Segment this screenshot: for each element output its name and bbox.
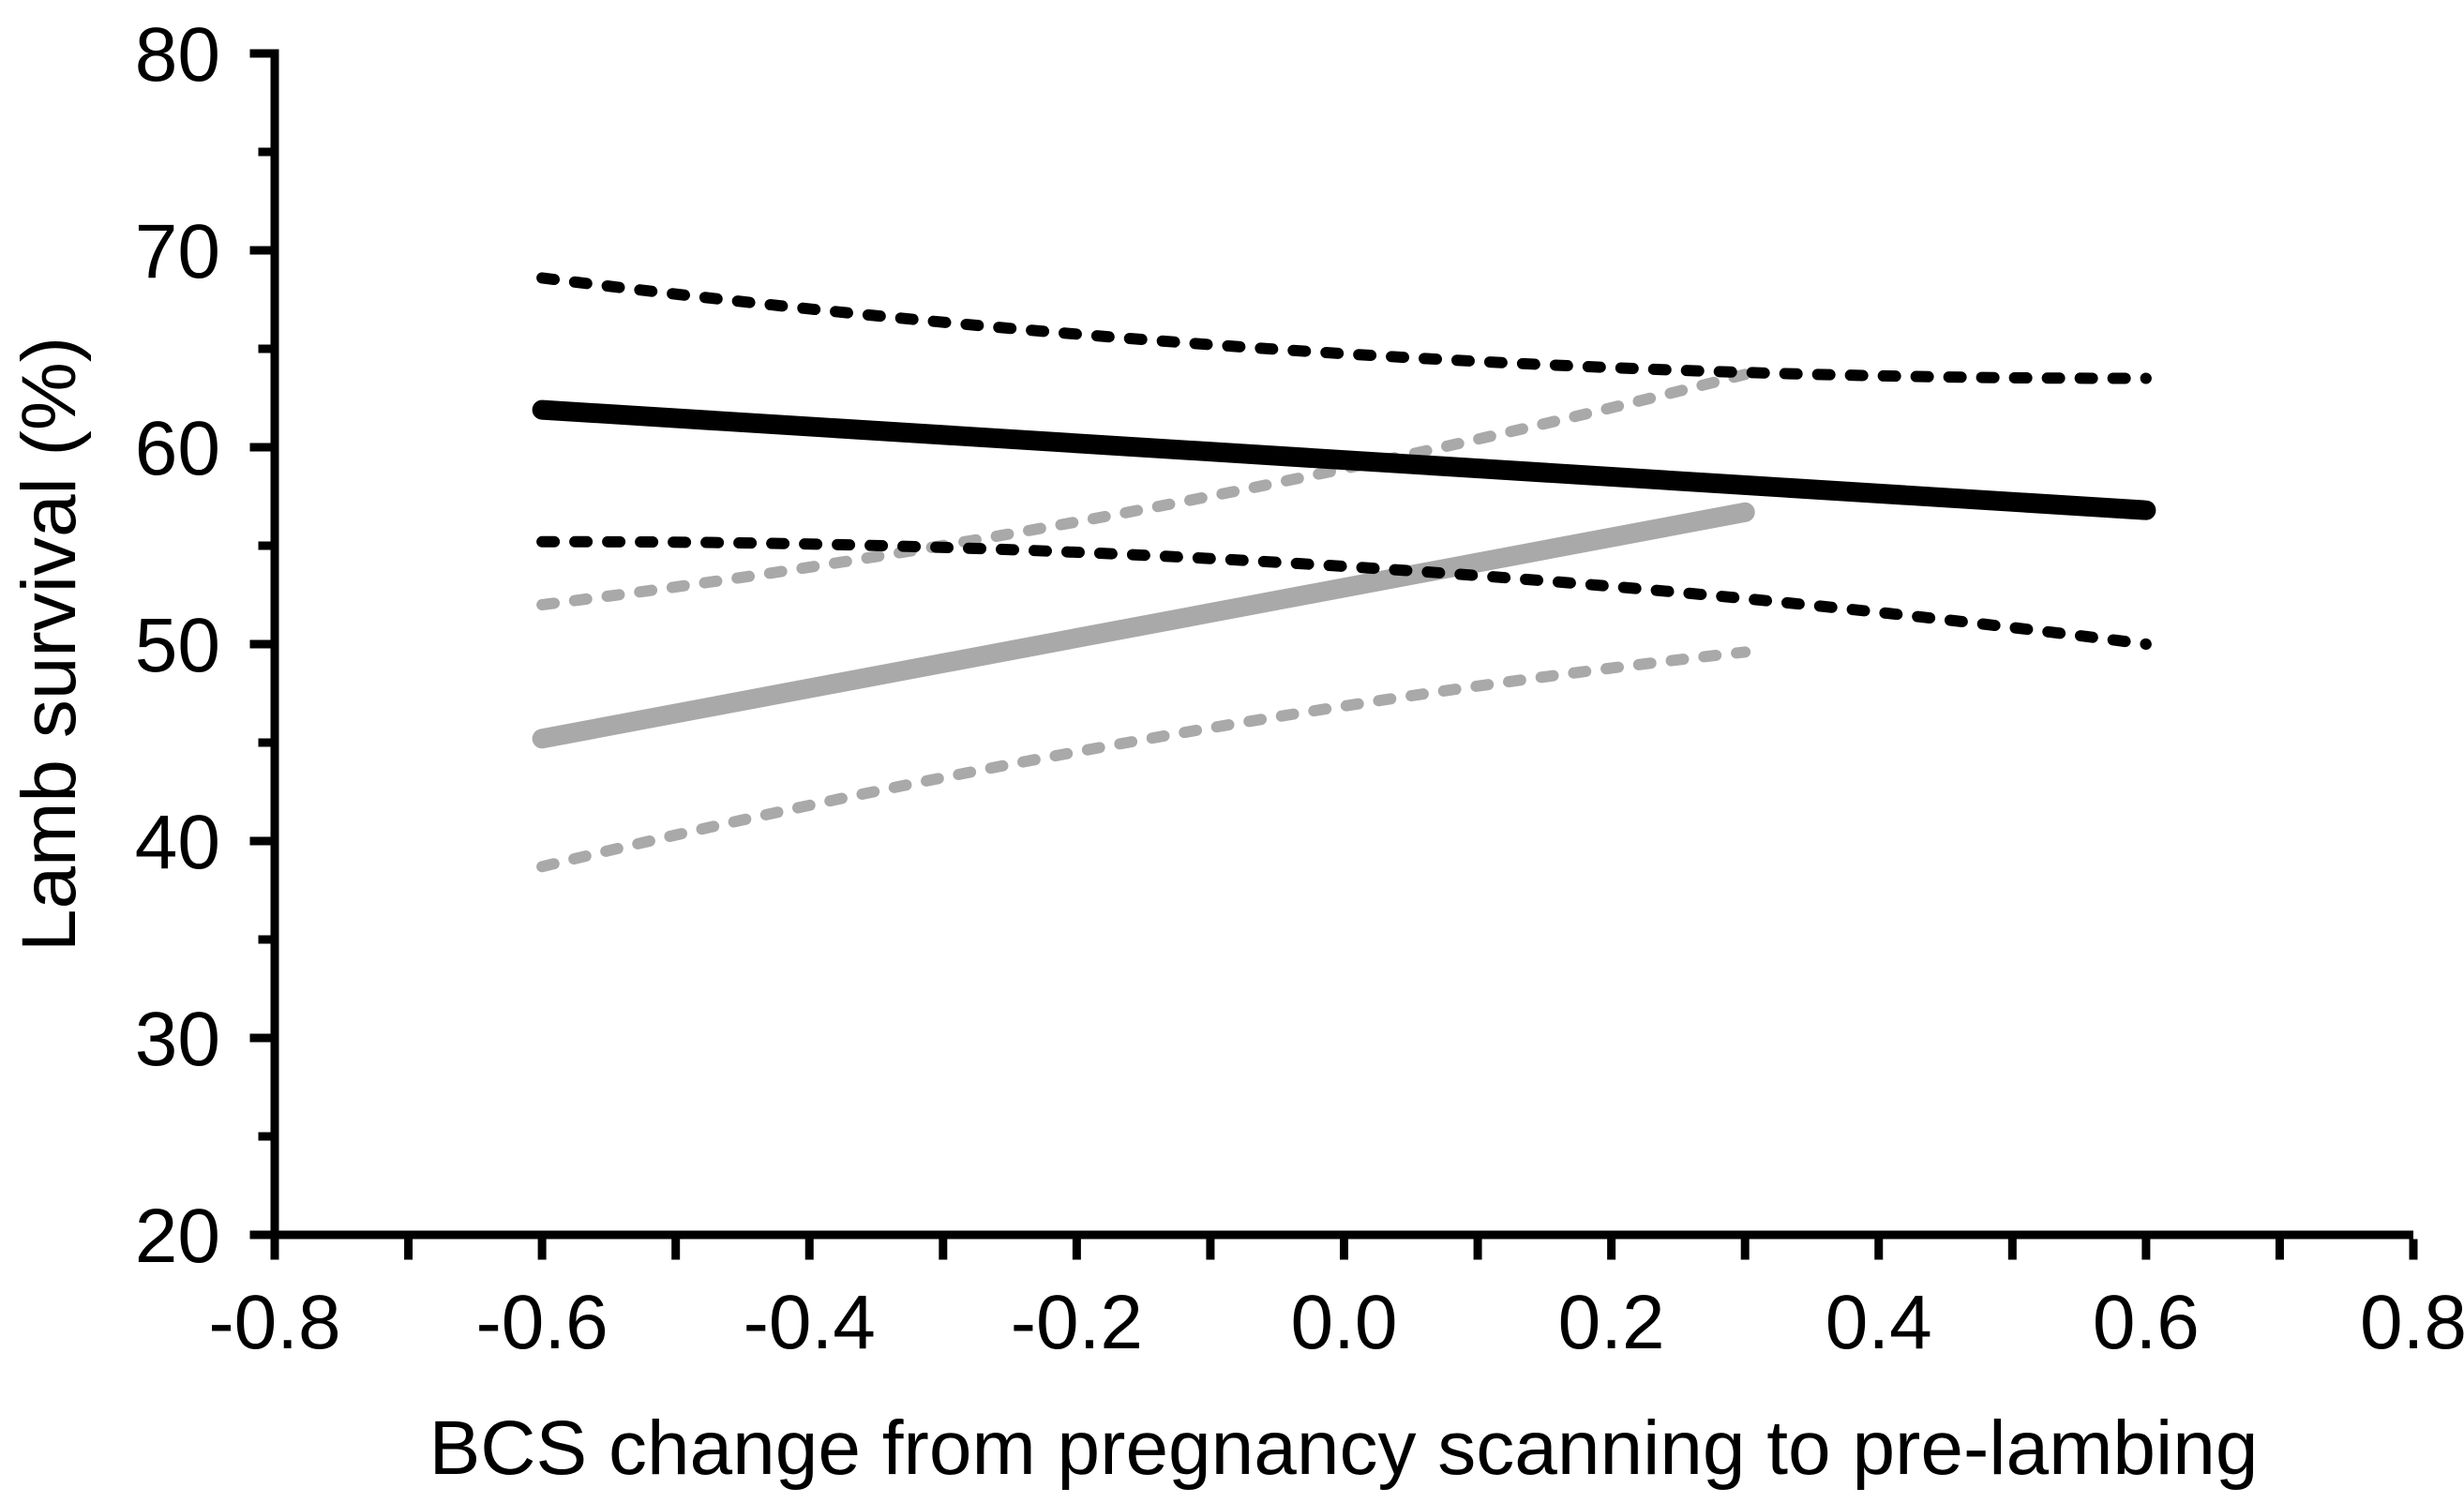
x-tick-label: -0.8 <box>208 1280 340 1365</box>
x-tick-label: 0.6 <box>2093 1280 2200 1365</box>
y-tick-label: 30 <box>135 997 220 1082</box>
x-tick-label: -0.4 <box>744 1280 876 1365</box>
gray-ci-upper <box>536 368 1751 610</box>
black-regression-line <box>532 399 2156 520</box>
x-tick-label: 0.8 <box>2360 1280 2464 1365</box>
y-tick-label: 60 <box>135 406 220 491</box>
x-tick-label: 0.2 <box>1558 1280 1665 1365</box>
axes: -0.8 -0.6 -0.4 -0.2 0.0 0.2 0.4 0.6 0.8 20 30 40 50 6… <box>135 12 2464 1365</box>
x-tick-label: -0.2 <box>1011 1280 1143 1365</box>
y-tick-label: 50 <box>135 603 220 688</box>
black-ci-upper <box>536 272 2152 384</box>
x-tick-label: 0.0 <box>1291 1280 1398 1365</box>
y-axis-title: Lamb survival (%) <box>7 337 92 952</box>
y-tick-label: 80 <box>135 12 220 98</box>
gray-regression-line <box>532 502 1755 749</box>
x-tick-label: -0.6 <box>475 1280 608 1365</box>
y-tick-label: 40 <box>135 800 220 885</box>
series-lines <box>532 272 2156 873</box>
black-ci-lower <box>536 535 2152 650</box>
x-tick-label: 0.4 <box>1825 1280 1932 1365</box>
gray-ci-lower <box>536 646 1751 873</box>
y-tick-label: 70 <box>135 209 220 294</box>
x-axis-title: BCS change from pregnancy scanning to pr… <box>429 1405 2259 1491</box>
y-tick-label: 20 <box>135 1194 220 1279</box>
